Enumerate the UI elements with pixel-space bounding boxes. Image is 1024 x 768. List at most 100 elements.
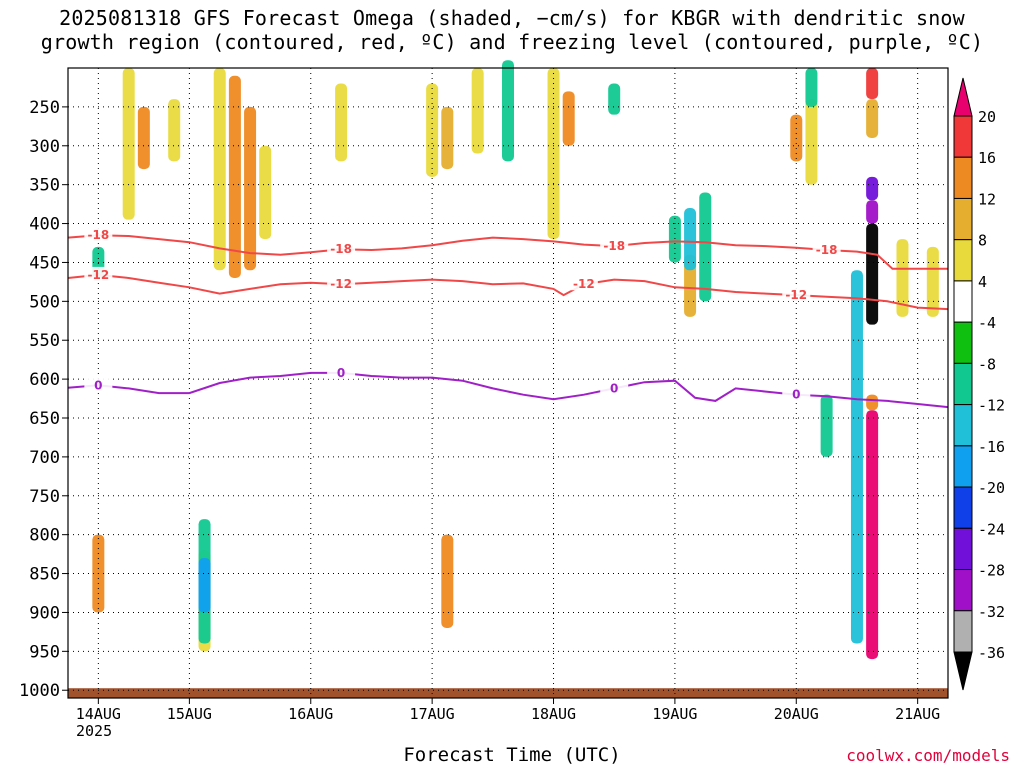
colorbar-segment [953, 280, 973, 323]
colorbar-label: -12 [978, 397, 1005, 415]
omega-cell [684, 208, 697, 271]
colorbar-label: -32 [978, 603, 1005, 621]
colorbar-segment [953, 404, 973, 447]
omega-cell [850, 270, 863, 644]
contour-label: -12 [330, 277, 352, 291]
colorbar-label: 12 [978, 190, 996, 208]
colorbar-label: -36 [978, 644, 1005, 662]
y-tick-label: 1000 [19, 681, 60, 701]
colorbar-label: 20 [978, 108, 996, 126]
contour-label: -18 [88, 228, 110, 242]
omega-cell [608, 83, 621, 115]
omega-cell [335, 83, 348, 162]
surface-terrain [68, 688, 948, 698]
omega-cell [896, 239, 909, 317]
omega-cell [137, 106, 150, 170]
omega-cell [426, 83, 439, 177]
contour-label: -12 [88, 268, 110, 282]
colorbar-top-arrow [953, 77, 973, 117]
y-tick-label: 800 [29, 526, 60, 546]
contour-label-background [84, 227, 113, 242]
contour-label-background [782, 386, 811, 401]
omega-cell [926, 246, 939, 317]
y-tick-label: 950 [29, 642, 60, 662]
colorbar-label: -28 [978, 562, 1005, 580]
y-tick-label: 900 [29, 603, 60, 623]
omega-cell [805, 99, 818, 185]
contour-label-background [327, 276, 356, 291]
y-tick-label: 250 [29, 98, 60, 118]
colorbar-label: -24 [978, 520, 1005, 538]
contour-label-background [600, 238, 629, 253]
x-tick-label: 18AUG [531, 705, 576, 723]
omega-cell [198, 558, 211, 613]
colorbar-segment [953, 445, 973, 488]
omega-cell [228, 75, 241, 279]
colorbar-segment [953, 569, 973, 612]
contour-label-background [569, 276, 598, 291]
colorbar-segment [953, 115, 973, 158]
contour-label-background [84, 266, 113, 281]
colorbar-segment [953, 156, 973, 199]
omega-cell [699, 192, 712, 302]
omega-cell [668, 215, 681, 263]
y-tick-label: 700 [29, 448, 60, 468]
x-tick-label: 16AUG [288, 705, 333, 723]
contour-label: -18 [330, 242, 352, 256]
colorbar-segment [953, 321, 973, 364]
contour-label-background [600, 380, 629, 395]
y-tick-label: 450 [29, 253, 60, 273]
omega-cell [441, 106, 454, 170]
time-axis: 14AUG 15AUG 16AUG 17AUG 18AUG 19AUG 20AUG 21AUG [76, 698, 940, 723]
colorbar-segment [953, 610, 973, 653]
y-tick-label: 400 [29, 215, 60, 235]
colorbar-segment [953, 197, 973, 241]
omega-cell [259, 145, 272, 240]
contour-label-background [327, 364, 356, 379]
contour-label: 0 [610, 381, 618, 395]
omega-cell [866, 200, 879, 224]
omega-cell [820, 394, 833, 457]
x-tick-label: 19AUG [652, 705, 697, 723]
x-tick-label: 20AUG [774, 705, 819, 723]
x-tick-label: 14AUG [76, 705, 121, 723]
y-tick-label: 650 [29, 409, 60, 429]
colorbar: 20 16 12 8 4 -4 -8 -12 -16 -20 -24 -28 -32 -36 [953, 77, 1005, 691]
omega-cell [244, 106, 257, 271]
omega-cell [502, 60, 514, 162]
contour-label: -18 [816, 243, 838, 257]
omega-cell [471, 68, 484, 154]
colorbar-segment [953, 527, 973, 571]
y-tick-label: 850 [29, 565, 60, 585]
colorbar-label: -8 [978, 355, 996, 373]
omega-cell [866, 68, 879, 100]
y-tick-label: 350 [29, 176, 60, 196]
omega-cell [562, 91, 575, 146]
omega-shading [92, 60, 939, 660]
colorbar-bottom-arrow [953, 651, 973, 691]
contour-label-background [812, 242, 841, 256]
omega-cell [122, 68, 135, 220]
contour-label-background [84, 377, 113, 392]
pressure-axis: 250 300 350 400 450 500 550 600 650 700 750 800 850 9… [19, 98, 68, 701]
contour-label-background [782, 287, 811, 302]
omega-cell [805, 68, 818, 107]
colorbar-segment [953, 239, 973, 282]
contour-label-background [327, 241, 356, 256]
contour-label: 0 [94, 378, 102, 392]
y-tick-label: 550 [29, 331, 60, 351]
colorbar-label: 4 [978, 273, 987, 291]
omega-cell [866, 394, 879, 411]
contour-label: -12 [785, 288, 807, 302]
y-tick-label: 750 [29, 487, 60, 507]
contour-label: 0 [337, 366, 345, 380]
omega-cell [866, 223, 879, 325]
year-label: 2025 [76, 722, 113, 740]
x-tick-label: 17AUG [410, 705, 455, 723]
x-tick-label: 15AUG [167, 705, 212, 723]
x-tick-label: 21AUG [895, 705, 940, 723]
omega-cell [866, 176, 879, 201]
chart-title-line-1: 2025081318 GFS Forecast Omega (shaded, −… [59, 6, 965, 30]
colorbar-label: 8 [978, 232, 987, 250]
